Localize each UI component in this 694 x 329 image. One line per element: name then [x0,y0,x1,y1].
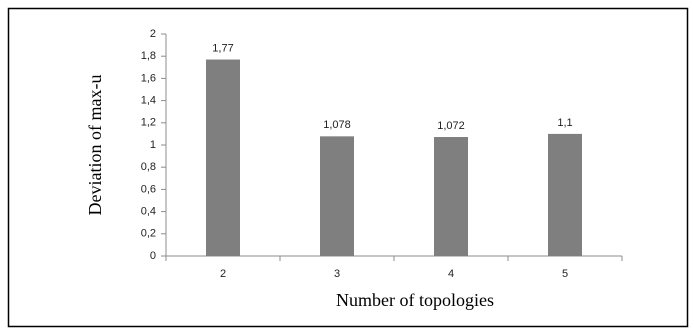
y-tick-label: 1,2 [141,117,156,129]
x-axis-title: Number of topologies [336,290,494,310]
y-tick-label: 0 [150,250,156,262]
x-tick-label: 4 [448,268,454,280]
x-tick-label: 2 [220,268,226,280]
x-tick-label: 5 [562,268,568,280]
bar [548,133,582,256]
y-tick-label: 2 [150,28,156,40]
value-label: 1,77 [212,42,233,54]
y-tick-label: 0,2 [141,228,156,240]
y-axis-title: Deviation of max-u [85,75,105,216]
y-tick-label: 1,6 [141,72,156,84]
y-tick-label: 0,8 [141,161,156,173]
bar [434,137,468,256]
y-tick-label: 1 [150,139,156,151]
bar [206,59,240,256]
x-tick-label: 3 [334,268,340,280]
y-tick-label: 0,6 [141,183,156,195]
y-tick-label: 0,4 [141,206,156,218]
y-tick-label: 1,4 [141,95,156,107]
y-tick-label: 1,8 [141,50,156,62]
value-label: 1,072 [437,120,465,132]
bar [320,136,354,256]
value-label: 1,078 [323,119,351,131]
value-label: 1,1 [557,117,572,129]
